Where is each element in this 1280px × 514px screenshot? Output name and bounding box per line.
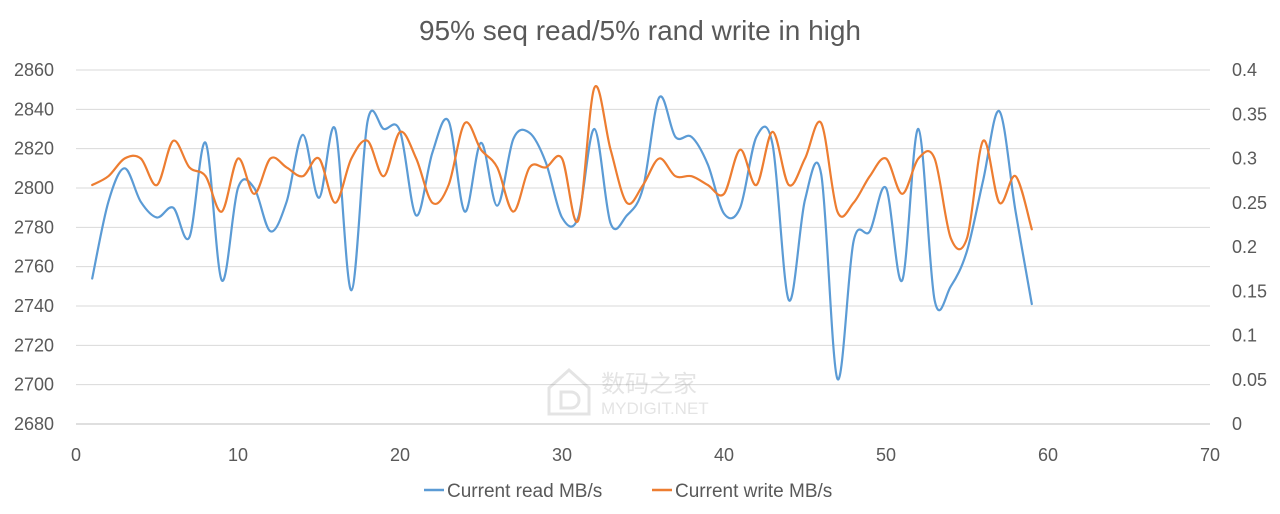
x-tick-label: 30 — [552, 445, 572, 465]
y-left-tick-label: 2840 — [14, 99, 54, 119]
y-left-tick-label: 2720 — [14, 335, 54, 355]
y-right-tick-label: 0.15 — [1232, 281, 1267, 301]
x-tick-label: 50 — [876, 445, 896, 465]
watermark-logo: 数码之家 MYDIGIT.NET — [547, 367, 709, 418]
legend-label: Current read MB/s — [447, 481, 602, 502]
y-left-tick-label: 2820 — [14, 139, 54, 159]
x-tick-label: 70 — [1200, 445, 1220, 465]
chart-title: 95% seq read/5% rand write in high — [419, 15, 861, 46]
y-right-tick-label: 0.05 — [1232, 370, 1267, 390]
house-icon — [547, 367, 591, 416]
x-tick-label: 60 — [1038, 445, 1058, 465]
watermark-text-en: MYDIGIT.NET — [601, 399, 709, 418]
y-right-tick-label: 0.25 — [1232, 193, 1267, 213]
y-left-tick-label: 2760 — [14, 257, 54, 277]
gridlines — [76, 69, 1210, 425]
series-line-write — [91, 84, 1033, 251]
y-right-tick-label: 0.35 — [1232, 104, 1267, 124]
y-left-tick-label: 2780 — [14, 217, 54, 237]
y-right-tick-label: 0.1 — [1232, 326, 1257, 346]
y-left-tick-label: 2680 — [14, 414, 54, 434]
y-right-tick-label: 0 — [1232, 414, 1242, 434]
y-left-tick-label: 2700 — [14, 375, 54, 395]
y-right-tick-label: 0.3 — [1232, 149, 1257, 169]
series-line-read — [91, 95, 1033, 381]
legend: Current read MB/s Current write MB/s — [424, 481, 832, 502]
legend-label: Current write MB/s — [675, 481, 832, 502]
watermark-text-cn: 数码之家 — [601, 370, 697, 398]
x-tick-label: 20 — [390, 445, 410, 465]
y-right-tick-label: 0.2 — [1232, 237, 1257, 257]
axes: 2680 2700 2720 2740 2760 2780 2800 2820 2840 2860… — [14, 60, 1267, 465]
y-left-tick-label: 2860 — [14, 60, 54, 80]
series-lines — [91, 84, 1033, 381]
x-tick-label: 0 — [71, 445, 81, 465]
y-left-tick-label: 2800 — [14, 178, 54, 198]
y-left-tick-label: 2740 — [14, 296, 54, 316]
y-right-tick-label: 0.4 — [1232, 60, 1257, 80]
x-tick-label: 40 — [714, 445, 734, 465]
x-tick-label: 10 — [228, 445, 248, 465]
